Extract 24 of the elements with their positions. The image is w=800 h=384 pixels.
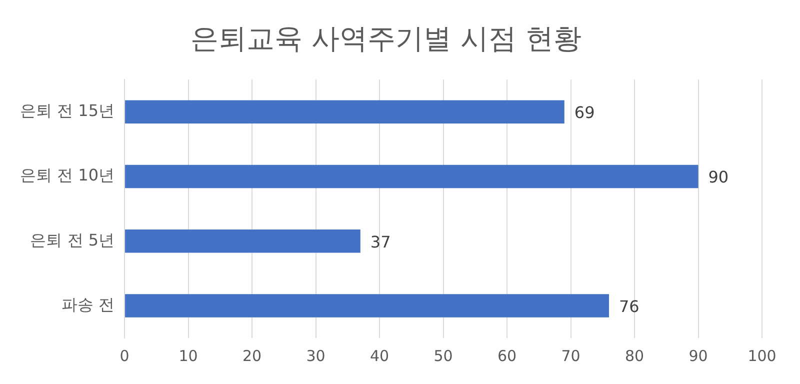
data-label: 69 [574,103,595,122]
y-tick-label: 은퇴 전 10년 [20,166,115,185]
x-tick-label: 60 [497,346,517,365]
bar [125,100,564,124]
y-tick-label: 은퇴 전 15년 [20,101,115,120]
x-tick-label: 40 [370,346,390,365]
x-tick-label: 30 [306,346,326,365]
bar [125,294,610,318]
chart-title: 은퇴교육 사역주기별 시점 현황 [190,22,582,56]
x-tick-label: 90 [688,346,708,365]
x-tick-label: 50 [434,346,453,365]
data-label: 90 [708,168,729,187]
data-label: 37 [370,232,391,252]
x-tick-label: 100 [748,346,776,365]
x-tick-label: 80 [624,346,644,365]
y-tick-label: 파송 전 [61,294,115,314]
x-tick-label: 20 [242,346,262,365]
x-tick-label: 70 [561,346,580,365]
y-tick-label: 은퇴 전 5년 [30,230,115,250]
x-tick-label: 0 [120,346,130,365]
data-label: 76 [619,296,640,316]
x-tick-label: 10 [178,346,198,365]
bar [125,164,698,188]
bar [125,229,360,253]
